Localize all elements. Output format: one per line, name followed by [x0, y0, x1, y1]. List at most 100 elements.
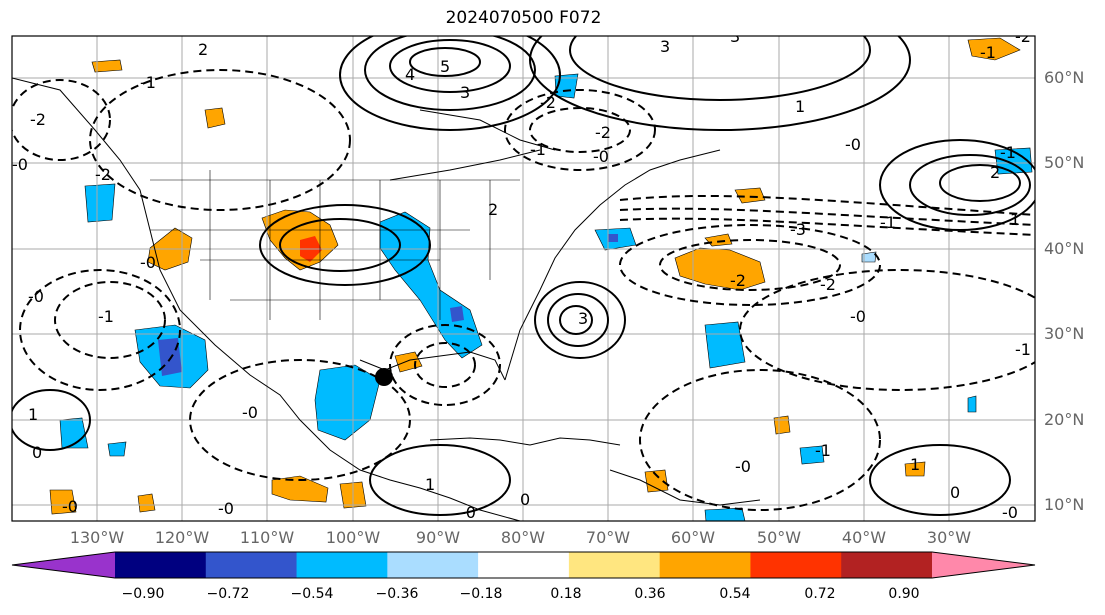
contour-label: 1: [910, 455, 920, 474]
contour-label: 4: [405, 65, 415, 84]
patch-blue: [314, 364, 381, 441]
colorbar-segment: [568, 552, 661, 578]
colorbar-segment: [115, 552, 207, 578]
patch-orange: [734, 187, 766, 204]
contour-label: -0: [218, 499, 234, 518]
contour-label: 1: [1010, 210, 1020, 229]
contour-label: -1: [1015, 340, 1031, 359]
lat-label: 30°N: [1044, 324, 1085, 343]
contour-label: 0: [520, 490, 530, 509]
contour-label: 1: [28, 405, 38, 424]
colorbar-segment: [478, 552, 570, 578]
contour-label: -0: [28, 287, 44, 306]
map-area: 5 4 3 3 3 1 -2 -2 -1 -0 -0 -3 -2 -2 -1 -…: [12, 27, 1035, 522]
colorbar-tick-label: 0.54: [719, 586, 751, 602]
contour-label: -2: [95, 165, 111, 184]
contour-label: -0: [242, 403, 258, 422]
colorbar: [11, 551, 1036, 579]
lat-label: 60°N: [1044, 68, 1085, 87]
lon-label: 40°W: [841, 528, 887, 547]
contour-label: 3: [730, 27, 740, 46]
colorbar-segment: [296, 552, 388, 578]
patch-darkblue: [608, 234, 618, 242]
map-title: 2024070500 F072: [445, 8, 602, 28]
contour-label: 1: [425, 475, 435, 494]
contour-label: -0: [140, 253, 156, 272]
colorbar-tick-label: −0.36: [375, 586, 419, 602]
contour-label: -0: [735, 457, 751, 476]
contour-label: -2: [540, 93, 556, 112]
contour-label: -0: [850, 307, 866, 326]
lon-label: 130°W: [69, 528, 125, 547]
patch-orange: [704, 233, 733, 247]
contour-label: -1: [530, 140, 546, 159]
colorbar-tick-label: −0.18: [459, 586, 503, 602]
colorbar-segment: [387, 552, 479, 578]
patch-lightblue: [861, 251, 877, 263]
contour-label: 2: [198, 40, 208, 59]
patch-orange: [644, 469, 669, 493]
colorbar-tick-label: 0.36: [634, 586, 666, 602]
contour-label: -2: [1015, 27, 1031, 46]
patch-blue: [799, 445, 825, 465]
colorbar-segment: [841, 552, 933, 578]
map-frame: [11, 35, 1036, 522]
lon-label: 80°W: [500, 528, 546, 547]
contours-dashed: [12, 69, 1035, 511]
contour-label: -0: [593, 147, 609, 166]
contour-label: -2: [30, 110, 46, 129]
patch-orange: [967, 37, 1021, 61]
contour-label: 0: [32, 443, 42, 462]
patch-orange: [773, 415, 791, 435]
lon-label: 110°W: [239, 528, 295, 547]
contour-label: -2: [730, 271, 746, 290]
lon-label: 70°W: [585, 528, 631, 547]
contour-label: 0: [950, 483, 960, 502]
patch-orange: [49, 489, 77, 515]
contour-label: -1: [815, 441, 831, 460]
contour-label: 1: [795, 97, 805, 116]
colorbar-tick-label: 0.90: [888, 586, 920, 602]
patch-blue: [967, 395, 977, 413]
contour-label: -0: [62, 497, 78, 516]
colorbar-extend-high: [932, 552, 1035, 578]
lon-label: 30°W: [926, 528, 972, 547]
contour-label: -0: [460, 503, 476, 522]
contour-label: -1: [880, 213, 896, 232]
graticule: [12, 36, 1035, 521]
patch-orange: [204, 107, 226, 129]
contour-label: -1: [980, 43, 996, 62]
lon-label: 90°W: [415, 528, 461, 547]
patch-blue: [107, 441, 127, 457]
patch-orange: [271, 475, 329, 503]
contour-label: -1: [1000, 143, 1016, 162]
patch-blue: [704, 507, 746, 521]
contour-label: -1: [98, 307, 114, 326]
state-borders: [150, 170, 520, 320]
contour-label: -0: [845, 135, 861, 154]
colorbar-tick-label: −0.72: [206, 586, 250, 602]
colorbar-segment: [205, 552, 298, 578]
lat-label: 50°N: [1044, 153, 1085, 172]
contour-label: -2: [595, 123, 611, 142]
patch-darkblue: [450, 306, 464, 322]
lon-label: 50°W: [756, 528, 802, 547]
colorbar-tick-label: −0.90: [121, 586, 165, 602]
colorbar-tick-label: 0.72: [804, 586, 836, 602]
lon-label: 60°W: [670, 528, 716, 547]
coastlines: [12, 77, 761, 521]
contour-label: 3: [578, 309, 588, 328]
contour-label-group: 5 4 3 3 3 1 -2 -2 -1 -0 -0 -3 -2 -2 -1 -…: [12, 27, 1031, 522]
contour-label: -1: [140, 73, 156, 92]
contour-label: -2: [820, 275, 836, 294]
contour-label: 5: [440, 57, 450, 76]
colorbar-segment: [750, 552, 842, 578]
colorbar-extend-low: [12, 552, 115, 578]
contours-solid: [12, 36, 1035, 516]
contour-label: 2: [990, 163, 1000, 182]
colorbar-segment: [659, 552, 751, 578]
patch-orange: [137, 493, 156, 513]
contour-label: 3: [660, 37, 670, 56]
marker-dot: [375, 368, 393, 386]
colorbar-tick-label: −0.54: [290, 586, 334, 602]
